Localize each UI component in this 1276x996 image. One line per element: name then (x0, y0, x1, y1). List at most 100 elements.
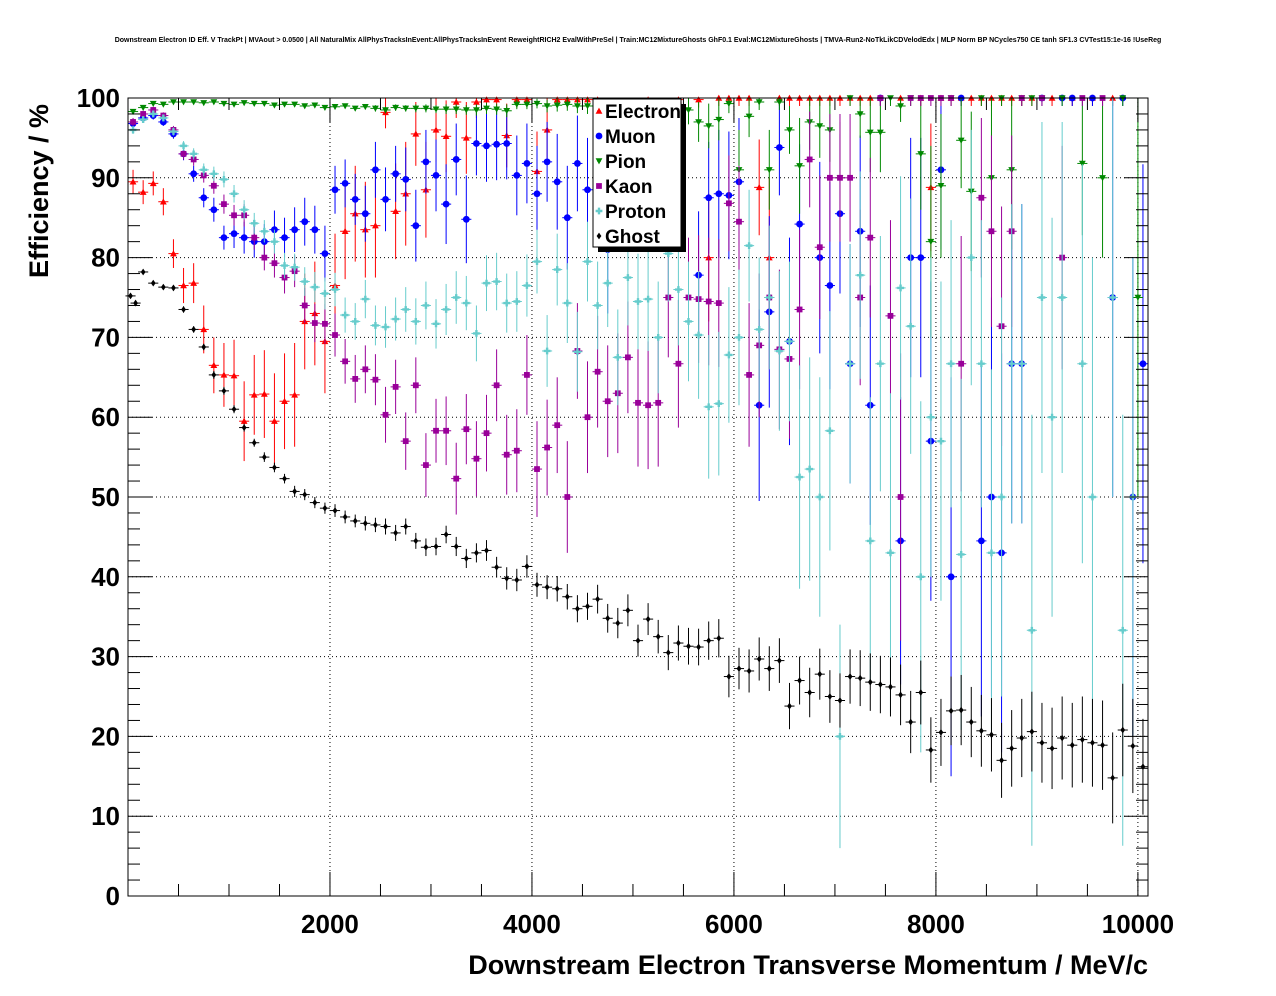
data-point-pion (876, 129, 884, 136)
data-point-muon (503, 140, 511, 147)
legend-box (592, 98, 682, 248)
data-point-ghost (1069, 741, 1075, 749)
data-point-kaon (483, 430, 490, 437)
data-point-ghost (1079, 736, 1085, 743)
data-point-proton (513, 298, 521, 305)
data-point-pion (180, 99, 187, 106)
data-point-ghost (494, 563, 499, 571)
data-point-proton (1018, 360, 1026, 368)
data-point-ghost (181, 306, 186, 313)
data-point-kaon (645, 402, 651, 409)
data-point-kaon (594, 368, 601, 375)
data-point-ghost (948, 707, 954, 715)
data-point-ghost (1029, 728, 1035, 736)
data-point-pion (442, 106, 450, 113)
data-point-electron (291, 391, 299, 398)
data-point-proton (836, 733, 844, 740)
data-point-proton (796, 473, 803, 481)
data-point-electron (513, 96, 521, 103)
data-point-muon (281, 234, 288, 242)
data-point-ghost (1100, 741, 1105, 749)
data-point-ghost (766, 665, 772, 672)
data-point-ghost (615, 619, 621, 627)
data-point-muon (382, 195, 389, 203)
data-point-pion (170, 99, 177, 106)
data-point-pion (1078, 160, 1086, 167)
data-point-pion (543, 103, 551, 110)
data-point-pion (1099, 175, 1106, 182)
data-point-muon (452, 156, 460, 163)
data-point-pion (523, 101, 531, 108)
data-point-ghost (665, 649, 671, 657)
data-point-ghost (128, 292, 133, 300)
data-point-proton (957, 551, 965, 558)
data-point-ghost (393, 529, 399, 537)
data-point-kaon (412, 382, 419, 389)
data-point-muon (331, 186, 339, 194)
data-point-muon (543, 158, 551, 166)
data-point-ghost (1110, 774, 1116, 782)
data-point-pion (927, 238, 935, 246)
data-point-proton (523, 282, 531, 289)
data-point-ghost (373, 521, 378, 529)
data-point-kaon (301, 302, 308, 309)
data-point-proton (786, 337, 793, 345)
data-point-ghost (504, 574, 510, 582)
data-point-ghost (534, 581, 540, 589)
data-point-ghost (322, 504, 328, 512)
data-point-pion (1134, 294, 1142, 301)
data-point-muon (775, 144, 783, 151)
data-point-ghost (585, 602, 590, 610)
data-point-ghost (413, 537, 419, 545)
data-point-ghost (463, 555, 469, 562)
legend-marker-muon (595, 132, 603, 140)
data-point-electron (281, 397, 288, 404)
data-point-ghost (292, 488, 298, 495)
data-point-pion (755, 99, 763, 106)
data-point-proton (594, 302, 602, 309)
legend-entry-electron: Electron (595, 102, 681, 123)
data-point-muon (493, 140, 501, 148)
data-point-ghost (625, 606, 631, 614)
data-point-kaon (897, 494, 904, 500)
data-point-kaon (332, 332, 338, 338)
data-point-muon (574, 160, 581, 167)
data-point-muon (462, 215, 470, 223)
data-point-proton (180, 142, 187, 150)
data-point-pion (473, 107, 480, 114)
data-point-pion (513, 101, 521, 108)
data-point-ghost (160, 283, 166, 291)
data-point-kaon (271, 260, 278, 267)
data-point-ghost (1049, 744, 1055, 752)
data-point-ghost (474, 549, 479, 557)
data-point-ghost (968, 718, 974, 726)
data-point-ghost (251, 439, 257, 447)
data-point-pion (705, 123, 713, 130)
data-point-kaon (958, 360, 965, 367)
data-point-proton (988, 549, 995, 557)
data-point-muon (220, 234, 228, 242)
data-point-kaon (675, 360, 682, 367)
data-point-proton (1048, 413, 1056, 421)
data-point-pion (533, 100, 541, 107)
data-point-ghost (777, 657, 782, 664)
data-point-muon (473, 140, 480, 147)
data-point-pion (321, 104, 329, 111)
data-point-kaon (988, 228, 995, 235)
data-point-kaon (826, 174, 833, 181)
data-point-ghost (423, 543, 429, 551)
data-point-proton (331, 286, 339, 293)
data-point-muon (291, 226, 299, 234)
data-point-muon (432, 172, 440, 179)
data-point-electron (523, 96, 531, 103)
data-point-kaon (513, 447, 520, 454)
legend-label-muon: Muon (605, 127, 656, 148)
data-point-ghost (847, 673, 853, 680)
data-point-muon (826, 282, 834, 289)
data-point-proton (543, 347, 551, 355)
data-point-muon (361, 210, 369, 218)
data-point-pion (563, 101, 571, 108)
data-point-proton (271, 238, 278, 246)
data-point-ghost (1120, 726, 1126, 734)
data-point-pion (220, 100, 228, 107)
